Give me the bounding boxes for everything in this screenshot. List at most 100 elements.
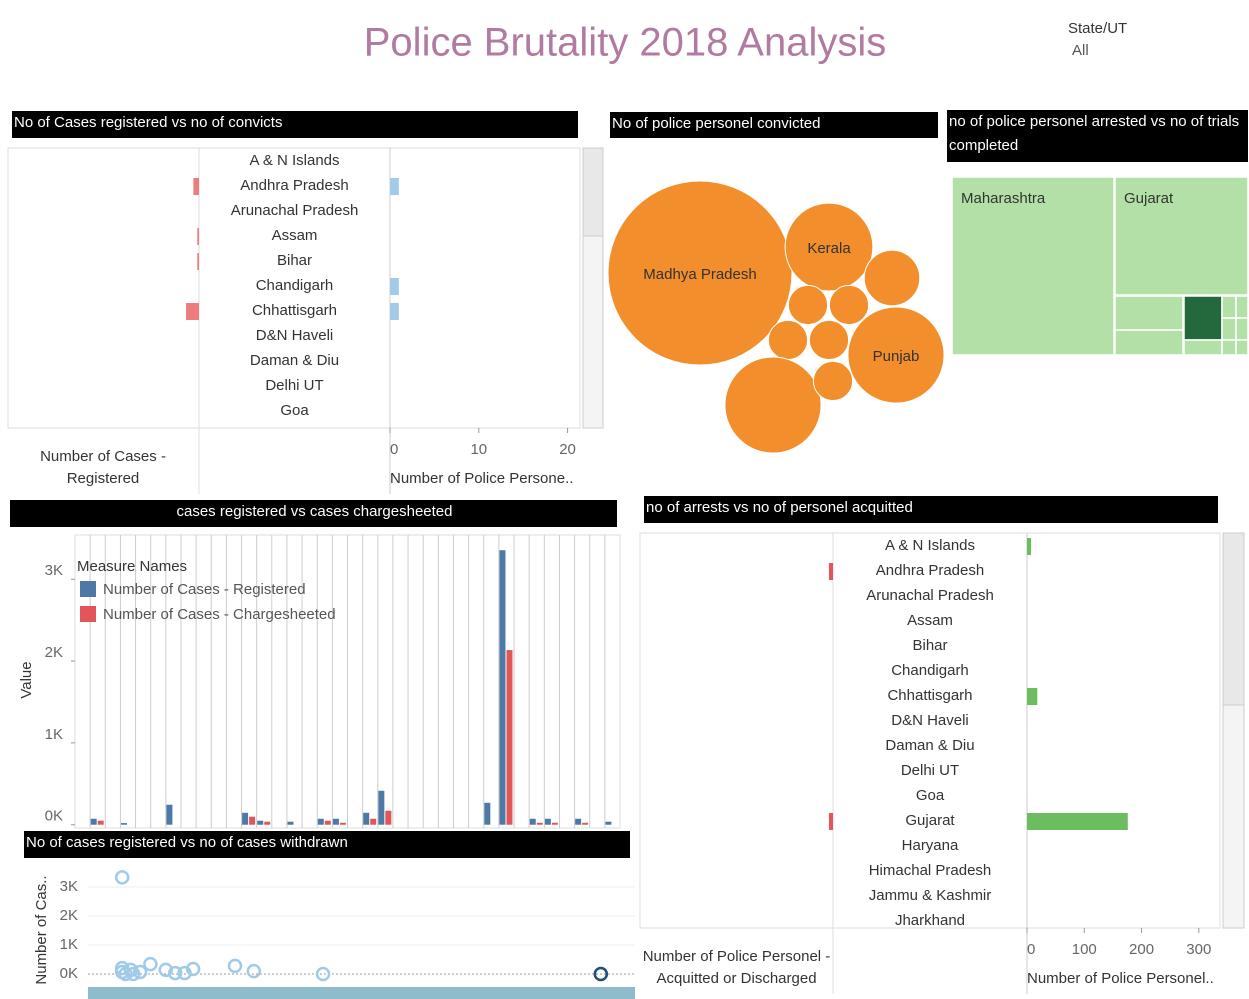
legend-label: Number of Cases - Chargesheeted <box>103 606 336 623</box>
category-label: Gujarat <box>905 812 955 829</box>
bar <box>242 812 249 825</box>
bubble <box>767 319 809 361</box>
bar <box>544 818 551 825</box>
legend-label: Number of Cases - Registered <box>103 581 306 598</box>
treemap-cell <box>1235 317 1249 341</box>
treemap-cell <box>1221 317 1237 341</box>
category-label: Bihar <box>277 252 312 269</box>
treemap-cell <box>1114 176 1249 296</box>
category-label: Daman & Diu <box>885 737 974 754</box>
category-label: D&N Haveli <box>891 712 969 729</box>
bar <box>1027 813 1128 830</box>
y-tick-label: 3K <box>60 878 78 895</box>
x-tick-label: 300 <box>1186 941 1211 958</box>
bar <box>249 816 256 825</box>
axis-label-box: Number of Cases - Registered <box>40 448 166 487</box>
bar <box>197 253 199 270</box>
bar <box>264 821 271 825</box>
axis-band <box>88 987 635 999</box>
bar <box>390 303 399 320</box>
axis-label: Number of Police Personel - Acquitted or… <box>642 948 831 987</box>
bar <box>390 178 399 195</box>
x-tick-label: 0 <box>390 441 398 458</box>
filter-value[interactable]: All <box>1072 42 1089 59</box>
bubble <box>724 356 822 454</box>
bar <box>529 818 536 825</box>
category-label: Bihar <box>912 637 947 654</box>
y-tick-label: 0K <box>60 965 78 982</box>
axis-label: Number of Police Persone.. <box>390 470 574 487</box>
chart-title-box: no of arrests vs no of personel acquitte… <box>644 496 1218 523</box>
treemap-cell <box>1114 295 1184 331</box>
bar <box>828 813 833 830</box>
legend-swatch <box>80 581 96 597</box>
y-tick-label: 0K <box>45 808 63 825</box>
cell-label: Maharashtra <box>961 190 1046 207</box>
category-label: A & N Islands <box>249 152 339 169</box>
cell-label: Gujarat <box>1124 190 1174 207</box>
bar <box>90 818 97 825</box>
bubble <box>812 360 854 402</box>
x-tick-label: 0 <box>1027 941 1035 958</box>
filter-label: State/UT <box>1068 20 1127 37</box>
x-tick-label: 100 <box>1072 941 1097 958</box>
y-tick-label: 1K <box>60 936 78 953</box>
scroll-thumb <box>1222 532 1245 706</box>
category-label: Delhi UT <box>901 762 959 779</box>
point <box>158 962 174 978</box>
y-tick-label: 2K <box>45 644 63 661</box>
bar <box>828 563 833 580</box>
bar <box>166 804 173 825</box>
category-label: Jammu & Kashmir <box>869 887 992 904</box>
chart-title: No of Cases registered vs no of convicts <box>12 111 578 138</box>
bar <box>506 650 513 825</box>
bubble-label: Kerala <box>807 240 851 257</box>
category-label: Goa <box>280 402 309 419</box>
bar <box>287 821 294 825</box>
chart-title: cases registered vs cases chargesheeted <box>10 500 617 527</box>
y-tick-label: 1K <box>45 726 63 743</box>
treemap-cell <box>951 176 1115 356</box>
bubble <box>808 319 850 361</box>
frame <box>639 532 1221 929</box>
treemap-cell <box>1221 295 1237 319</box>
y-axis-label: Number of Cas.. <box>33 875 50 984</box>
legend-title: Measure Names <box>77 558 187 575</box>
treemap-cell <box>1183 339 1223 356</box>
bar <box>370 818 377 825</box>
point <box>185 961 201 977</box>
category-label: Daman & Diu <box>250 352 339 369</box>
category-label: Haryana <box>902 837 959 854</box>
category-label: Assam <box>907 612 953 629</box>
category-label: Chandigarh <box>891 662 969 679</box>
category-label: Himachal Pradesh <box>869 862 992 879</box>
bar <box>363 812 370 825</box>
x-tick-label: 20 <box>559 441 576 458</box>
bar <box>499 550 506 825</box>
point <box>593 966 609 982</box>
dashboard-title: Police Brutality 2018 Analysis <box>364 21 887 65</box>
chart-title-box: cases registered vs cases chargesheeted <box>10 500 617 527</box>
chart-title: no of arrests vs no of personel acquitte… <box>644 496 1218 523</box>
x-tick-label: 200 <box>1129 941 1154 958</box>
bar <box>575 818 582 825</box>
bar <box>332 818 339 825</box>
frame <box>7 147 581 429</box>
axis-label-box: Number of Police Personel - Acquitted or… <box>642 948 831 987</box>
bubble <box>828 284 870 326</box>
treemap-cell <box>1183 295 1223 341</box>
bar <box>324 820 331 825</box>
category-label: Chhattisgarh <box>252 302 337 319</box>
bubble <box>784 202 874 292</box>
bubble <box>863 249 921 307</box>
bubble <box>847 306 945 404</box>
point <box>114 870 130 885</box>
y-tick-label: 2K <box>60 907 78 924</box>
category-label: A & N Islands <box>885 537 975 554</box>
bubble-label: Madhya Pradesh <box>643 266 756 283</box>
category-label: Andhra Pradesh <box>876 562 984 579</box>
bar <box>1027 538 1032 555</box>
bar <box>120 823 127 825</box>
chart-title: No of police personel convicted <box>610 112 938 138</box>
